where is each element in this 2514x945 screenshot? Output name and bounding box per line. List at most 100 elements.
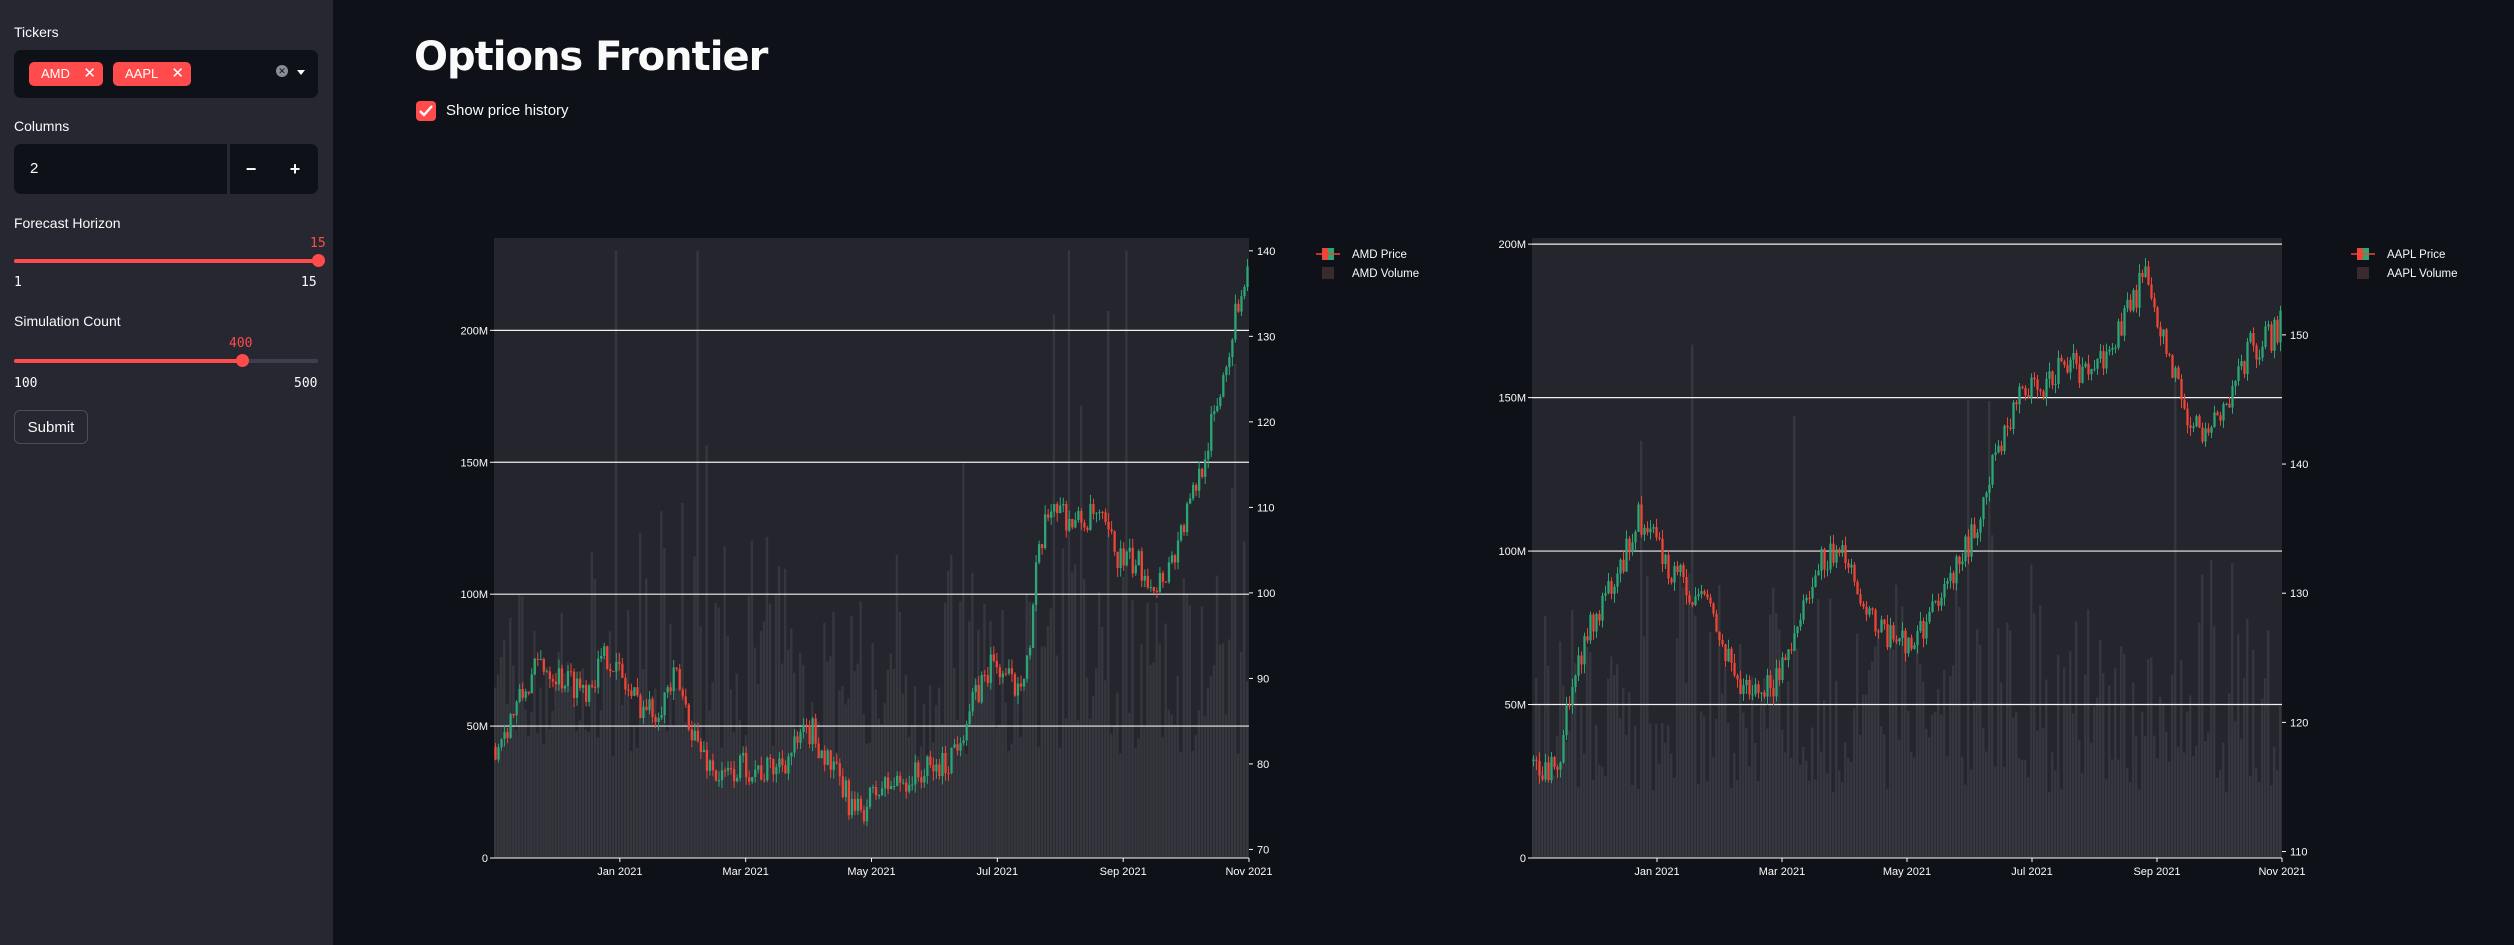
slider-thumb[interactable] (235, 354, 249, 367)
candle-body (1703, 591, 1706, 595)
volume-bar (503, 640, 506, 858)
volume-bar (2249, 776, 2252, 858)
candle-body (1237, 303, 1240, 312)
candle-body (1775, 668, 1778, 697)
candle-body (1037, 544, 1041, 563)
volume-bar (1790, 757, 1793, 858)
candle-body (1601, 595, 1604, 621)
candle-body (1685, 577, 1688, 596)
candle-body (1802, 600, 1805, 620)
volume-bar (1574, 663, 1577, 858)
candle-body (1853, 564, 1856, 582)
candle-body (660, 715, 663, 718)
volume-bar (1541, 771, 1544, 858)
candle-body (1541, 775, 1544, 780)
volume-bar (605, 653, 609, 858)
candle-body (1034, 562, 1038, 605)
volume-bar (1616, 664, 1619, 858)
candle-body (1961, 561, 1964, 565)
volume-bar (2273, 747, 2276, 858)
sidebar: Tickers AMD ✕ AAPL ✕ ✕ Columns 2 − + For… (0, 0, 333, 945)
candle-body (542, 658, 545, 672)
candle-body (1652, 527, 1655, 529)
show-history-checkbox[interactable] (416, 101, 436, 121)
columns-value[interactable]: 2 (30, 160, 39, 177)
candle-body (835, 761, 838, 764)
forecast-horizon-slider[interactable] (14, 254, 325, 267)
candle-body (2183, 399, 2186, 409)
submit-button[interactable]: Submit (14, 410, 88, 444)
volume-bar (1553, 775, 1556, 858)
candle-body (1754, 684, 1757, 695)
volume-bar (1113, 725, 1116, 858)
volume-bar (910, 725, 914, 858)
candle-body (1134, 565, 1137, 574)
candle-body (1763, 692, 1766, 697)
clear-all-icon[interactable]: ✕ (276, 65, 288, 77)
candle-body (2045, 378, 2048, 397)
candle-body (923, 776, 926, 783)
candle-body (1673, 566, 1676, 583)
candle-body (1231, 339, 1234, 358)
volume-bar (1034, 586, 1037, 858)
volume-bar (2162, 703, 2165, 858)
candle-body (566, 671, 570, 687)
candle-body (657, 717, 660, 723)
volume-bar (1973, 701, 1976, 858)
volume-bar (645, 578, 648, 858)
volume-bar (1748, 765, 1751, 858)
volume-bar (726, 636, 729, 858)
candle-body (705, 749, 709, 771)
slider-thumb[interactable] (311, 254, 325, 267)
candle-body (983, 675, 986, 677)
tickers-multiselect[interactable]: AMD ✕ AAPL ✕ ✕ (14, 50, 318, 98)
volume-bar (2258, 782, 2261, 858)
candle-body (1613, 586, 1616, 594)
chevron-down-icon[interactable] (297, 70, 305, 75)
candle-body (1649, 528, 1652, 533)
remove-amd-icon[interactable]: ✕ (83, 65, 96, 82)
candle-body (1766, 675, 1769, 697)
candle-body (2246, 341, 2249, 375)
simulation-count-slider[interactable] (14, 354, 318, 367)
volume-bar (2159, 696, 2162, 858)
volume-bar (1736, 780, 1739, 858)
volume-bar (1613, 674, 1616, 858)
volume-bar (1664, 742, 1667, 858)
candle-body (1919, 620, 1922, 632)
volume-bar (1952, 665, 1955, 858)
candle-body (1631, 542, 1634, 553)
decrement-button[interactable]: − (245, 159, 257, 179)
candle-body (1976, 532, 1979, 538)
candle-body (627, 689, 630, 691)
candle-body (1164, 581, 1168, 583)
candle-body (578, 678, 582, 688)
volume-bar (2099, 639, 2102, 858)
volume-bar (1037, 747, 1041, 858)
candle-body (1107, 521, 1110, 530)
candle-body (2102, 351, 2105, 369)
increment-button[interactable]: + (289, 159, 301, 179)
candle-body (1934, 600, 1937, 602)
volume-bar (2243, 678, 2246, 858)
volume-bar (611, 755, 615, 858)
candle-body (1589, 614, 1592, 641)
columns-number-input[interactable]: 2 − + (14, 144, 318, 194)
volume-bar (1670, 753, 1673, 858)
volume-bar (1209, 676, 1213, 858)
candle-body (554, 681, 558, 685)
volume-bar (1640, 440, 1643, 858)
remove-aapl-icon[interactable]: ✕ (171, 65, 184, 82)
volume-bar (1652, 790, 1655, 858)
volume-bar (1886, 788, 1889, 858)
candle-body (2066, 365, 2069, 373)
volume-bar (738, 720, 742, 858)
candle-body (868, 787, 872, 807)
candle-body (908, 784, 911, 792)
candle-body (820, 750, 823, 759)
candle-body (1784, 657, 1787, 661)
candle-body (1832, 543, 1835, 563)
candle-body (663, 692, 666, 716)
volume-bar (635, 747, 639, 858)
candle-body (2273, 319, 2276, 351)
